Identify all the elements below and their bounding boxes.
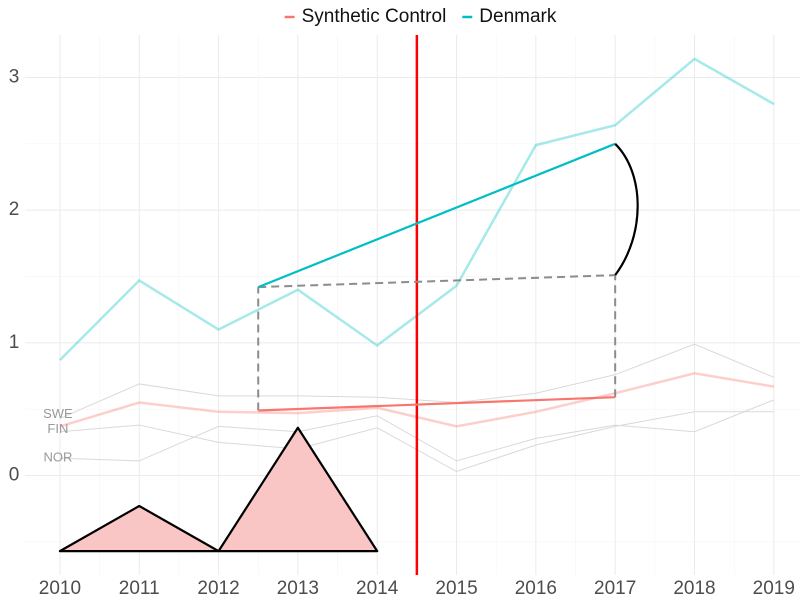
y-tick-label: 0	[9, 465, 20, 486]
y-tick-label: 3	[9, 66, 20, 87]
series-label: SWE	[43, 406, 73, 421]
x-tick-label: 2015	[435, 578, 477, 599]
series-label: FIN	[47, 421, 68, 436]
triangle	[58, 504, 220, 553]
x-tick-label: 2019	[753, 578, 795, 599]
x-tick-label: 2010	[39, 578, 81, 599]
x-tick-label: 2013	[277, 578, 319, 599]
y-tick-label: 2	[9, 199, 20, 220]
x-tick-label: 2018	[673, 578, 715, 599]
series-label: NOR	[43, 450, 72, 465]
x-tick-label: 2014	[356, 578, 399, 599]
legend: Synthetic Control Denmark	[284, 6, 557, 27]
trend-line	[258, 396, 616, 412]
legend-label: Denmark	[479, 6, 557, 27]
x-tick-label: 2016	[515, 578, 557, 599]
dashed-line	[258, 274, 616, 289]
triangle	[217, 426, 379, 553]
trend-line	[257, 142, 616, 289]
legend-label: Synthetic Control	[302, 6, 447, 27]
x-tick-label: 2011	[119, 578, 160, 599]
arc	[614, 143, 639, 276]
x-tick-label: 2012	[197, 578, 239, 599]
x-tick-label: 2017	[594, 578, 636, 599]
y-tick-label: 1	[9, 332, 20, 353]
